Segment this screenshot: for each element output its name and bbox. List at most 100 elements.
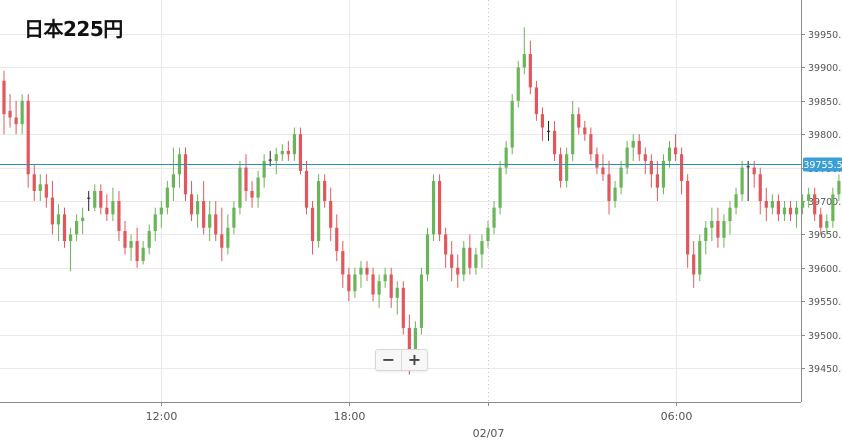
x-tick-label: 12:00 — [146, 410, 178, 423]
candle-body — [129, 241, 133, 248]
candle-body — [444, 234, 448, 255]
candle-body — [377, 281, 381, 295]
candle-body — [522, 54, 526, 68]
candle-body — [631, 140, 635, 148]
candle-body — [504, 147, 508, 168]
candle — [62, 207, 67, 248]
candle — [480, 234, 484, 268]
candle-body — [698, 241, 702, 275]
candle — [183, 147, 188, 201]
candle-body — [153, 214, 157, 232]
candle-body — [68, 234, 73, 242]
y-tick-label: 39950.0 — [808, 30, 842, 41]
candle — [189, 180, 194, 222]
candle-body — [716, 221, 720, 238]
candle — [631, 134, 635, 161]
candle-body — [32, 174, 36, 191]
candle — [571, 100, 575, 161]
candle — [68, 227, 73, 272]
candle-body — [111, 201, 115, 215]
candle-body — [625, 147, 629, 168]
candle — [353, 267, 357, 298]
candle-body — [50, 197, 54, 225]
candle-body — [601, 167, 605, 175]
candle — [667, 140, 672, 168]
candle — [292, 127, 296, 161]
candle-body — [292, 134, 296, 155]
candle — [359, 261, 363, 288]
candle-body — [770, 201, 774, 208]
candle — [262, 154, 266, 188]
candle-body — [117, 201, 121, 232]
candle — [347, 267, 351, 302]
candle-body — [323, 180, 327, 201]
candle-body — [286, 150, 290, 155]
candle-body — [673, 147, 678, 155]
candle-body — [794, 207, 799, 215]
candle — [825, 214, 829, 235]
candle — [504, 140, 508, 175]
candle-body — [196, 201, 200, 215]
y-tick-label: 39600.0 — [808, 264, 842, 275]
candle — [431, 174, 436, 242]
candle — [601, 154, 605, 181]
candle-body — [8, 110, 12, 118]
y-tick-label: 39650.0 — [808, 230, 842, 241]
y-tick-label: 39450.0 — [808, 364, 842, 375]
candle — [20, 94, 24, 135]
candle — [286, 140, 290, 161]
candle — [522, 27, 526, 75]
x-tick-label: 18:00 — [334, 410, 366, 423]
candle-body — [764, 201, 768, 208]
zoom-in-button[interactable]: + — [401, 350, 427, 370]
candle — [673, 134, 678, 161]
candle — [2, 70, 6, 135]
candle — [450, 241, 454, 282]
candle — [534, 80, 538, 121]
candle-body — [758, 174, 762, 201]
candle-body — [38, 184, 42, 191]
candle — [232, 201, 236, 235]
candle-body — [486, 227, 490, 242]
grid-lines — [0, 0, 801, 402]
candle-body — [595, 154, 599, 168]
candle-body — [226, 227, 230, 248]
candle — [323, 174, 327, 208]
candle-body — [825, 221, 829, 228]
zoom-out-button[interactable]: − — [381, 350, 396, 369]
current-price-tag — [803, 157, 842, 172]
candle-body — [280, 150, 284, 155]
candle — [165, 180, 169, 215]
candle — [837, 174, 841, 201]
candle — [492, 201, 496, 235]
y-tick-label: 39550.0 — [808, 297, 842, 308]
candle — [474, 247, 478, 275]
candle — [486, 221, 490, 248]
y-tick-label: 39700.0 — [808, 197, 842, 208]
candle-body — [619, 167, 623, 188]
candle-body — [2, 80, 6, 115]
candle — [583, 120, 587, 141]
candle — [238, 160, 242, 215]
candle — [456, 254, 460, 288]
candle-body — [692, 254, 696, 275]
candle — [208, 201, 212, 242]
candle — [280, 144, 284, 161]
candle-body — [401, 287, 405, 328]
candle — [425, 227, 430, 282]
candle-body — [734, 194, 738, 208]
candle — [758, 167, 762, 215]
candle — [177, 147, 182, 188]
candle — [734, 187, 738, 215]
candle — [577, 107, 581, 135]
candle — [776, 194, 780, 222]
candle-body — [14, 117, 18, 125]
current-price-marker: 39755.5 — [0, 157, 842, 172]
candle-body — [238, 167, 242, 208]
candle-body — [649, 160, 653, 175]
candle — [14, 100, 18, 135]
candle-body — [44, 184, 48, 198]
